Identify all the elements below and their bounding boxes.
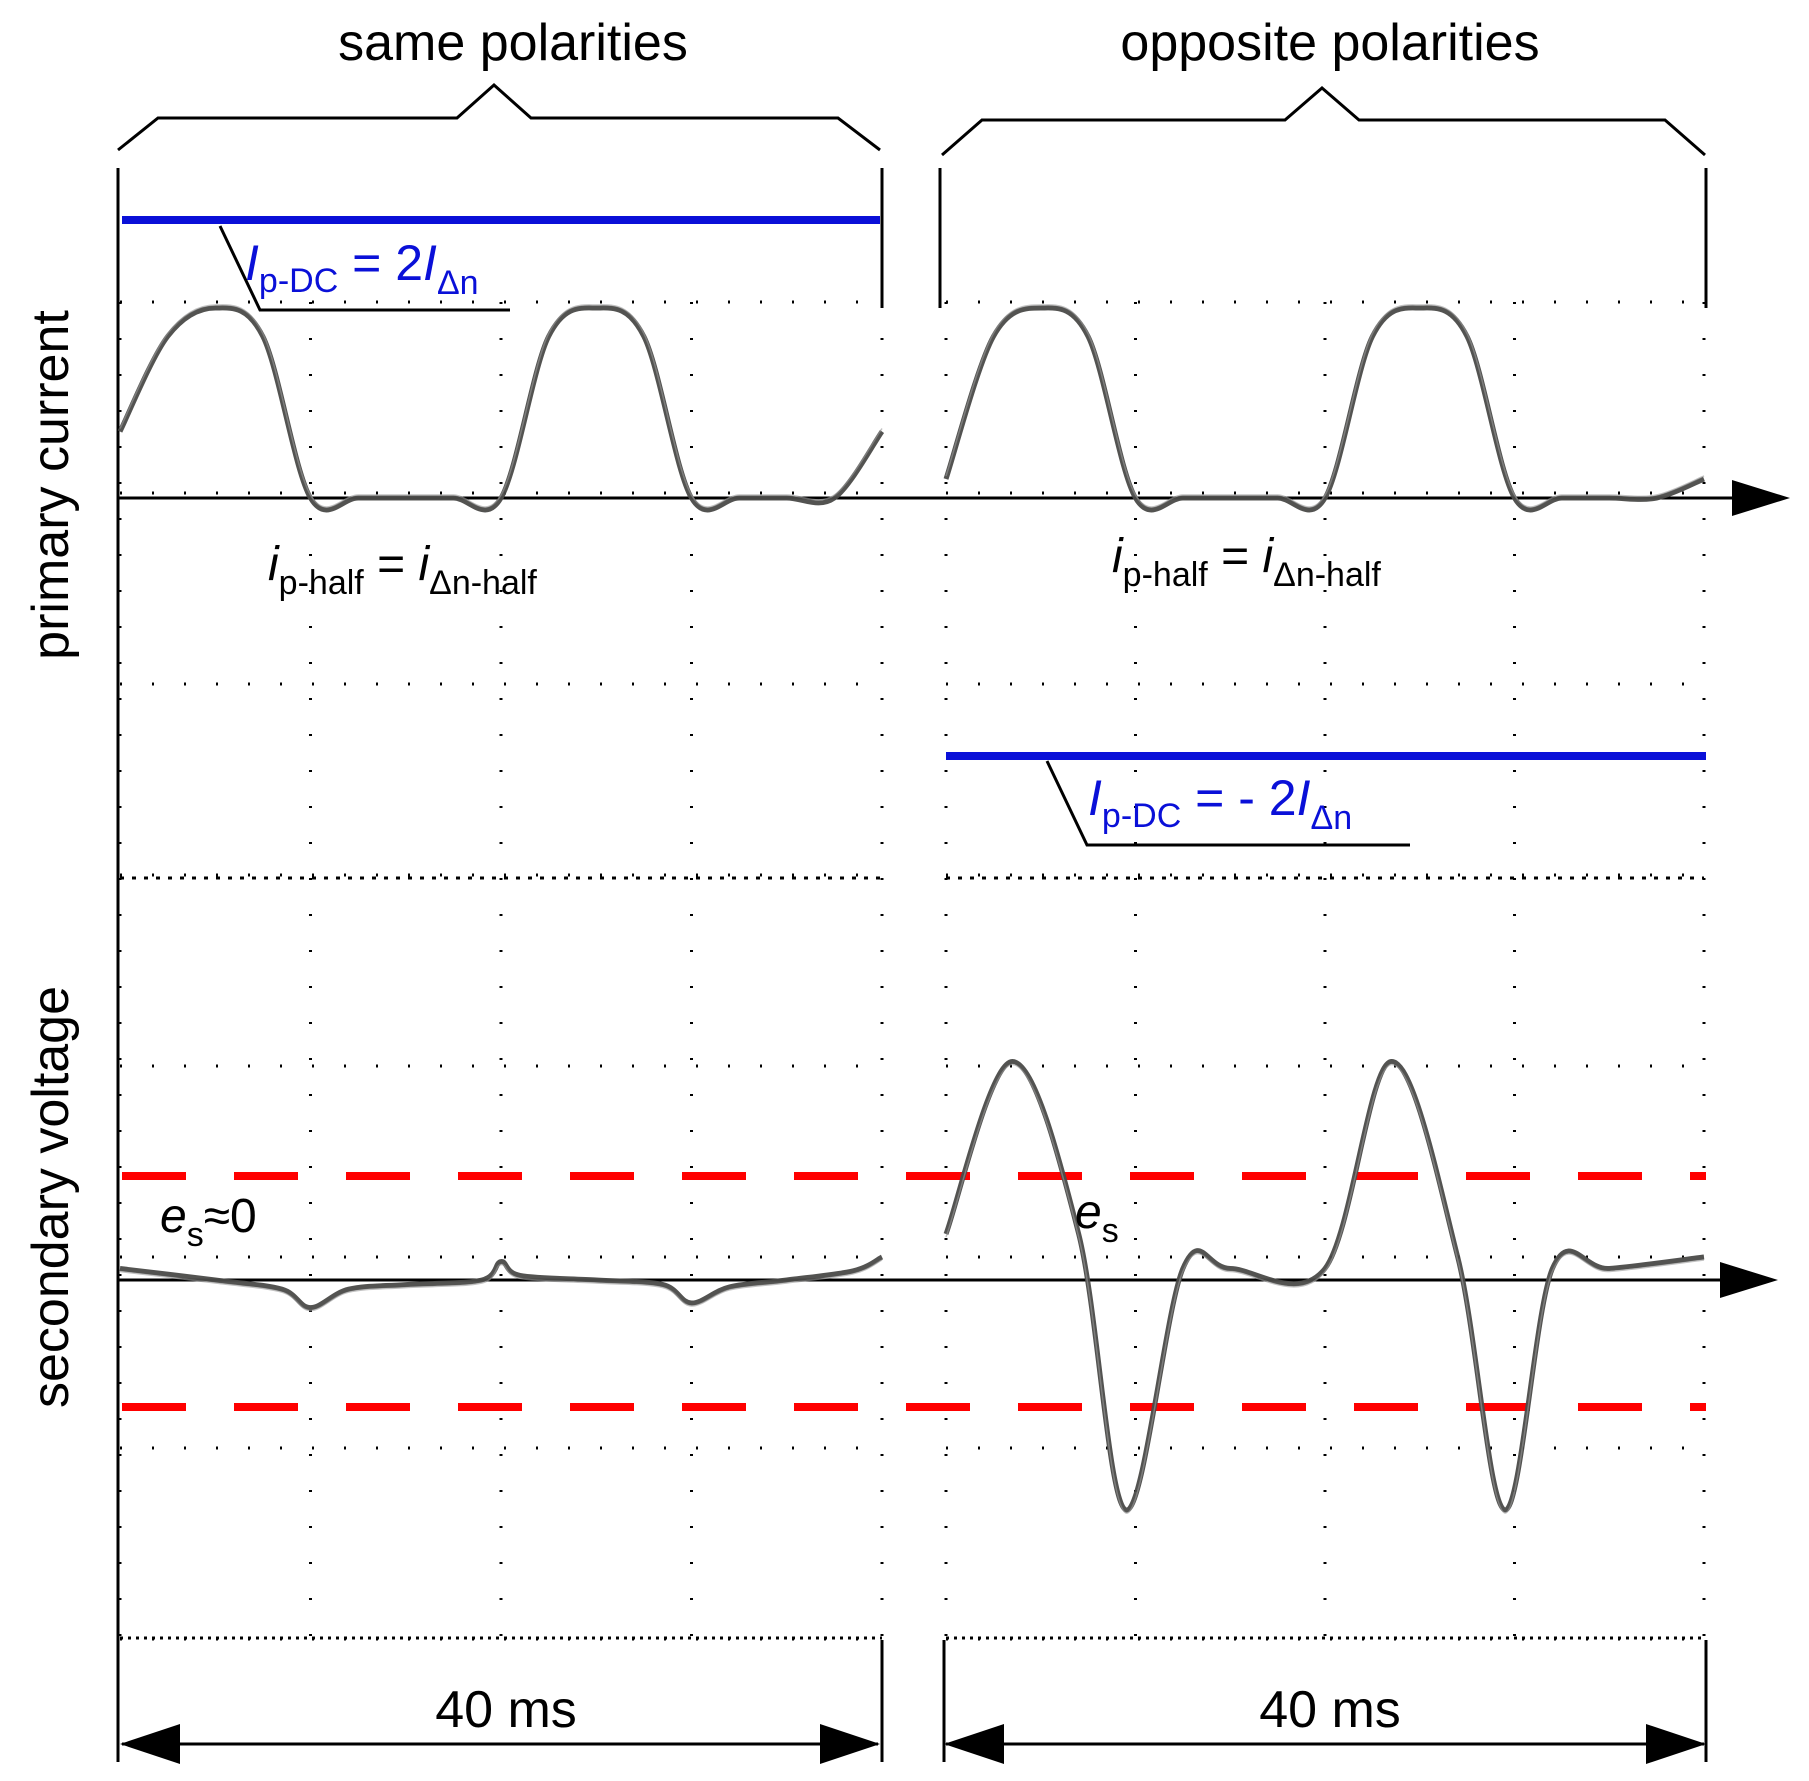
dc-right-I: I (1088, 770, 1102, 826)
es-left-e: e (160, 1190, 187, 1243)
es-right-sub: s (1102, 1212, 1119, 1250)
primary-current-trace-noise (119, 304, 883, 508)
brace-left (117, 82, 881, 152)
duration-right-arrow-end (1646, 1724, 1706, 1764)
duration-right-arrow-start (944, 1724, 1004, 1764)
dc-label-right-leader (1045, 760, 1410, 847)
half-left-eq: = (364, 538, 419, 591)
half-right-i: i (1112, 530, 1124, 583)
primary-current-trace (117, 305, 885, 513)
scope-grid-right (944, 300, 1706, 1641)
duration-left-arrow-start (120, 1724, 180, 1764)
dc-right-sub2: Δn (1311, 799, 1353, 837)
primary-current-trace (943, 305, 1705, 513)
primary-axis-arrowhead (1732, 480, 1790, 516)
header-opposite-polarities: opposite polarities (1120, 14, 1539, 72)
dc-left-I2: I (423, 235, 437, 291)
secondary-voltage-trace (119, 1254, 884, 1311)
secondary-voltage-trace-noise (119, 1259, 883, 1312)
dc-right-I2: I (1297, 770, 1311, 826)
svg-text:Ip-DC = - 2IΔn: Ip-DC = - 2IΔn (1088, 770, 1352, 837)
es-left-sub: s (187, 1216, 204, 1254)
primary-current-label: primary current (22, 310, 80, 660)
dc-label-left: Ip-DC = 2IΔn (218, 225, 510, 312)
header-same-polarities: same polarities (338, 14, 688, 72)
half-right-i2: i (1262, 530, 1274, 583)
half-label-right: ip-half = iΔn-half (1112, 530, 1381, 594)
duration-left: 40 ms (120, 1681, 880, 1764)
duration-right-label: 40 ms (1259, 1681, 1401, 1739)
brace-right (941, 86, 1706, 157)
es-left-rest: ≈0 (204, 1190, 257, 1243)
duration-left-arrow-end (820, 1724, 880, 1764)
es-right-e: e (1075, 1186, 1102, 1239)
es-label-left: es≈0 (160, 1190, 257, 1254)
secondary-voltage-trace (943, 1059, 1705, 1513)
half-right-eq: = (1208, 530, 1263, 583)
half-left-i2: i (418, 538, 430, 591)
half-right-sub2: Δn-half (1273, 556, 1381, 594)
duration-right: 40 ms (944, 1681, 1706, 1764)
scope-grid-left (118, 300, 884, 1641)
half-left-i: i (268, 538, 280, 591)
dc-left-rel: = 2 (338, 235, 423, 291)
dc-label-left-leader (218, 225, 510, 312)
dc-right-sub: p-DC (1102, 797, 1181, 835)
primary-current-trace-noise (945, 304, 1705, 508)
traces (117, 304, 1705, 1514)
secondary-axis-arrowhead (1720, 1262, 1778, 1298)
dc-left-sub: p-DC (259, 262, 338, 300)
dc-left-sub2: Δn (437, 264, 479, 302)
dc-label-right: Ip-DC = - 2IΔn (1045, 760, 1410, 847)
half-right-sub: p-half (1123, 556, 1209, 594)
secondary-voltage-label: secondary voltage (22, 986, 80, 1408)
secondary-voltage-trace-noise (945, 1063, 1705, 1514)
dc-left-I: I (245, 235, 259, 291)
header-left: same polarities (117, 14, 881, 152)
half-label-left: ip-half = iΔn-half (268, 538, 537, 602)
half-left-sub: p-half (279, 564, 365, 602)
half-left-sub2: Δn-half (429, 564, 537, 602)
es-label-right: es (1075, 1186, 1119, 1250)
svg-text:Ip-DC = 2IΔn: Ip-DC = 2IΔn (245, 235, 479, 302)
header-right: opposite polarities (941, 14, 1706, 157)
dc-right-rel: = - 2 (1181, 770, 1296, 826)
duration-left-label: 40 ms (435, 1681, 577, 1739)
